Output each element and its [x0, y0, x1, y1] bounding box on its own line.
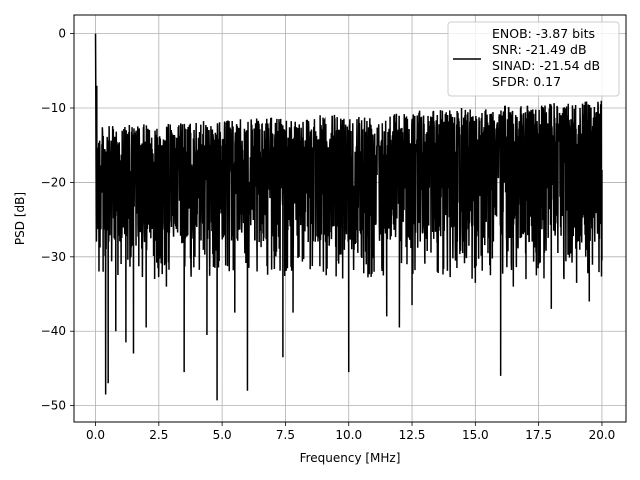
x-tick-label: 12.5: [399, 428, 426, 442]
legend: ENOB: -3.87 bits SNR: -21.49 dB SINAD: -…: [447, 21, 620, 97]
x-tick-label: 20.0: [589, 428, 616, 442]
x-tick-label: 2.5: [149, 428, 168, 442]
psd-series-line: [94, 33, 603, 401]
x-tick-label: 15.0: [462, 428, 489, 442]
y-axis-label: PSD [dB]: [13, 192, 27, 245]
x-tick-label: 7.5: [276, 428, 295, 442]
x-axis-label: Frequency [MHz]: [300, 451, 401, 465]
y-tick-label: −50: [41, 399, 66, 413]
y-tick-label: −40: [41, 324, 66, 338]
plot-data: [94, 33, 603, 401]
axis-ticks: 0.0 2.5 5.0 7.5 10.0 12.5 15.0 17.5 20.0 0 −10 −20 −…: [41, 27, 616, 442]
x-tick-label: 10.0: [335, 428, 362, 442]
plot-frame: [73, 14, 627, 423]
y-tick-label: −20: [41, 175, 66, 189]
x-tick-label: 0.0: [86, 428, 105, 442]
legend-sinad: SINAD: -21.54 dB: [492, 58, 600, 73]
legend-box: [447, 21, 620, 97]
x-tick-label: 5.0: [213, 428, 232, 442]
legend-enob: ENOB: -3.87 bits: [492, 26, 595, 41]
y-tick-label: −10: [41, 101, 66, 115]
y-tick-label: 0: [58, 27, 66, 41]
x-tick-label: 17.5: [525, 428, 552, 442]
legend-sfdr: SFDR: 0.17: [492, 74, 561, 89]
legend-snr: SNR: -21.49 dB: [492, 42, 587, 57]
y-tick-label: −30: [41, 250, 66, 264]
